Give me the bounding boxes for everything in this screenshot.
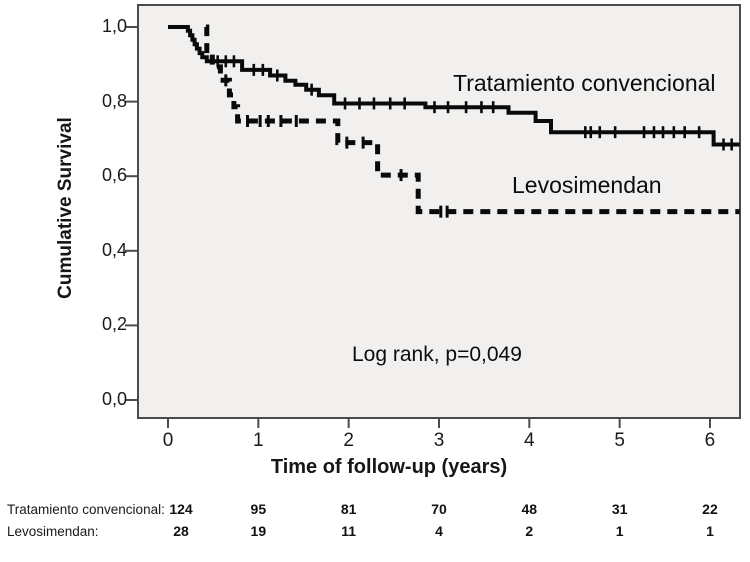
x-tick-label-6: 6	[704, 430, 716, 451]
risk-count-r0-c2: 81	[340, 501, 357, 517]
risk-count-r1-c0: 28	[173, 523, 189, 539]
risk-count-r1-c1: 19	[250, 523, 267, 539]
risk-count-r0-c6: 22	[702, 501, 718, 517]
risk-count-r0-c0: 124	[169, 501, 193, 517]
risk-count-r0-c1: 95	[250, 501, 267, 517]
log-rank-annotation: Log rank, p=0,049	[352, 343, 522, 366]
x-tick-label-2: 2	[343, 430, 354, 451]
risk-count-r1-c6: 1	[706, 523, 714, 539]
x-tick-label-3: 3	[433, 430, 445, 451]
x-axis-title: Time of follow-up (years)	[270, 456, 508, 478]
survival-curve-levosimendan	[204, 24, 740, 215]
x-tick-label-1: 1	[253, 430, 264, 451]
series-label-tratamiento-convencional: Tratamiento convencional	[453, 70, 716, 96]
y-axis-title: Cumulative Survival	[55, 117, 76, 299]
risk-table-row-label-levosimendan: Levosimendan:	[7, 524, 99, 539]
risk-table-row-label-tratamiento: Tratamiento convencional:	[7, 502, 165, 517]
risk-count-r0-c5: 31	[611, 501, 628, 517]
x-tick-label-4: 4	[524, 430, 535, 451]
risk-count-r1-c2: 11	[341, 523, 357, 539]
y-tick-label-5: 0,0	[101, 389, 127, 409]
y-tick-label-4: 0,2	[101, 314, 127, 335]
x-tick-label-5: 5	[614, 430, 625, 451]
risk-count-r1-c4: 2	[525, 523, 534, 539]
y-tick-label-0: 1,0	[101, 16, 127, 36]
risk-count-r1-c3: 4	[435, 523, 443, 539]
y-tick-label-1: 0,8	[101, 90, 127, 111]
y-tick-label-2: 0,6	[101, 165, 127, 186]
x-tick-label-0: 0	[162, 430, 174, 451]
risk-count-r0-c3: 70	[431, 501, 447, 517]
y-tick-label-3: 0,4	[101, 239, 127, 260]
series-label-levosimendan: Levosimendan	[512, 172, 662, 198]
risk-count-r1-c5: 1	[615, 523, 624, 539]
risk-count-r0-c4: 48	[521, 501, 538, 517]
